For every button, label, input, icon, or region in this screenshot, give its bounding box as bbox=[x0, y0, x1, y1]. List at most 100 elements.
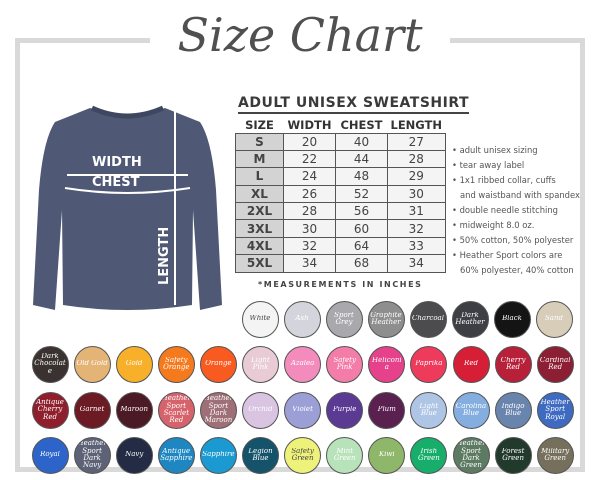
table-row: M 22 44 28 bbox=[235, 149, 446, 169]
color-swatch: Light Pink bbox=[242, 345, 279, 383]
color-swatch: Purple bbox=[326, 391, 364, 429]
color-name: Violet bbox=[292, 406, 313, 414]
color-swatch: Cardinal Red bbox=[536, 345, 574, 383]
color-name: Heliconia bbox=[371, 356, 402, 371]
table-cell: 3XL bbox=[235, 219, 284, 238]
table-cell: 56 bbox=[335, 202, 388, 221]
feature-item: • tear away label bbox=[452, 160, 525, 170]
color-name: Dark Chocolate bbox=[34, 352, 66, 375]
color-name: Ash bbox=[295, 315, 309, 323]
color-swatch: Military Green bbox=[536, 436, 574, 474]
color-swatch: White bbox=[241, 300, 279, 338]
color-swatch: Antique Sapphire bbox=[157, 436, 195, 474]
color-swatch: Heather Sport Dark Maroon bbox=[199, 391, 237, 429]
color-swatch: Sport Grey bbox=[325, 300, 363, 338]
feature-item: • adult unisex sizing bbox=[452, 145, 538, 155]
column-header: WIDTH bbox=[287, 118, 332, 133]
table-cell: 27 bbox=[387, 132, 446, 151]
color-name: Military Green bbox=[541, 447, 570, 462]
table-cell: 22 bbox=[283, 149, 336, 169]
color-swatch: Heather Sport Dark Green bbox=[452, 436, 490, 474]
color-name: Paprika bbox=[415, 360, 443, 368]
feature-item: • Heather Sport colors are bbox=[452, 250, 563, 260]
table-cell: 44 bbox=[335, 149, 388, 169]
feature-item: • 50% cotton, 50% polyester bbox=[452, 235, 574, 245]
table-row: 3XL 30 60 32 bbox=[235, 219, 446, 238]
color-swatch: Gold bbox=[115, 345, 153, 383]
color-swatch: Light Blue bbox=[410, 391, 448, 429]
table-row: S 20 40 27 bbox=[235, 132, 446, 151]
color-name: Safety Orange bbox=[163, 356, 190, 371]
color-name: Light Blue bbox=[419, 402, 439, 417]
table-cell: 2XL bbox=[235, 202, 284, 221]
color-swatch: Safety Orange bbox=[157, 345, 195, 383]
color-swatch: Safety Pink bbox=[326, 345, 364, 383]
color-name: Irish Green bbox=[418, 447, 440, 462]
color-swatch: Navy bbox=[115, 436, 153, 474]
table-cell: 34 bbox=[387, 254, 446, 273]
table-cell: 28 bbox=[283, 202, 336, 221]
color-name: Charcoal bbox=[412, 315, 444, 323]
color-swatch: Irish Green bbox=[410, 436, 448, 474]
color-swatch: Violet bbox=[284, 391, 322, 429]
table-cell: XL bbox=[235, 184, 284, 204]
color-name: Graphite Heather bbox=[370, 311, 402, 326]
table-cell: 60 bbox=[335, 219, 388, 238]
color-swatch: Plum bbox=[368, 391, 406, 429]
color-name: Dark Heather bbox=[455, 311, 485, 326]
color-swatch: Paprika bbox=[410, 345, 448, 383]
color-swatch: Heather Sport Royal bbox=[536, 391, 574, 429]
color-swatch: Kiwi bbox=[368, 436, 406, 474]
color-name: Heather Sport Dark Navy bbox=[77, 440, 107, 470]
table-cell: 29 bbox=[387, 167, 446, 186]
color-name: Forest Green bbox=[501, 447, 525, 462]
color-name: Heather Sport Scarlet Red bbox=[161, 395, 191, 425]
color-swatch: Antique Cherry Red bbox=[31, 391, 69, 429]
color-name: Maroon bbox=[120, 406, 148, 414]
color-name: Cardinal Red bbox=[539, 356, 571, 371]
table-cell: 48 bbox=[335, 167, 388, 186]
color-name: Safety Green bbox=[291, 447, 314, 462]
color-swatch: Sapphire bbox=[199, 436, 237, 474]
table-cell: S bbox=[235, 132, 284, 151]
color-name: Old Gold bbox=[76, 360, 108, 368]
feature-item: 60% polyester, 40% cotton bbox=[460, 265, 574, 275]
size-table: SIZE WIDTH CHEST LENGTH S 20 40 27 M 22 44 28 L 24 48 2… bbox=[235, 118, 446, 273]
table-cell: 20 bbox=[283, 132, 336, 151]
color-name: Gold bbox=[125, 360, 143, 368]
color-swatch: Azalea bbox=[284, 345, 322, 383]
color-name: Red bbox=[464, 360, 478, 368]
product-title: ADULT UNISEX SWEATSHIRT bbox=[238, 95, 470, 114]
chest-label: CHEST bbox=[92, 175, 140, 190]
table-cell: 31 bbox=[387, 202, 446, 221]
column-header: LENGTH bbox=[390, 118, 443, 133]
sweatshirt-image: WIDTH CHEST LENGTH bbox=[33, 105, 222, 310]
color-swatch: Garnet bbox=[73, 391, 111, 429]
color-swatch: Sand bbox=[535, 300, 573, 338]
color-name: Legion Blue bbox=[248, 447, 273, 462]
color-name: Antique Cherry Red bbox=[36, 398, 64, 421]
page-title: Size Chart bbox=[150, 2, 450, 68]
table-cell: 34 bbox=[283, 254, 336, 273]
table-cell: 28 bbox=[387, 149, 446, 169]
color-name: Sport Grey bbox=[334, 311, 354, 326]
table-row: XL 26 52 30 bbox=[235, 184, 446, 204]
length-label: LENGTH bbox=[157, 227, 172, 285]
color-name: Indigo Blue bbox=[501, 402, 525, 417]
color-swatch: Charcoal bbox=[409, 300, 447, 338]
color-swatch: Orange bbox=[199, 345, 237, 383]
feature-item: • double needle stitching bbox=[452, 205, 559, 215]
color-swatch: Maroon bbox=[115, 391, 153, 429]
feature-item: • 1x1 ribbed collar, cuffs bbox=[452, 175, 556, 185]
color-swatch: Orchid bbox=[242, 391, 279, 429]
color-swatch: Heather Sport Dark Navy bbox=[73, 436, 111, 474]
color-name: White bbox=[249, 315, 271, 323]
color-name: Kiwi bbox=[378, 451, 395, 459]
color-name: Heather Sport Dark Maroon bbox=[203, 395, 233, 425]
table-cell: 68 bbox=[335, 254, 388, 273]
color-swatch: Safety Green bbox=[284, 436, 322, 474]
color-swatch: Indigo Blue bbox=[494, 391, 532, 429]
color-swatch: Dark Chocolate bbox=[31, 345, 69, 383]
table-cell: L bbox=[235, 167, 284, 186]
color-name: Orchid bbox=[248, 406, 273, 414]
